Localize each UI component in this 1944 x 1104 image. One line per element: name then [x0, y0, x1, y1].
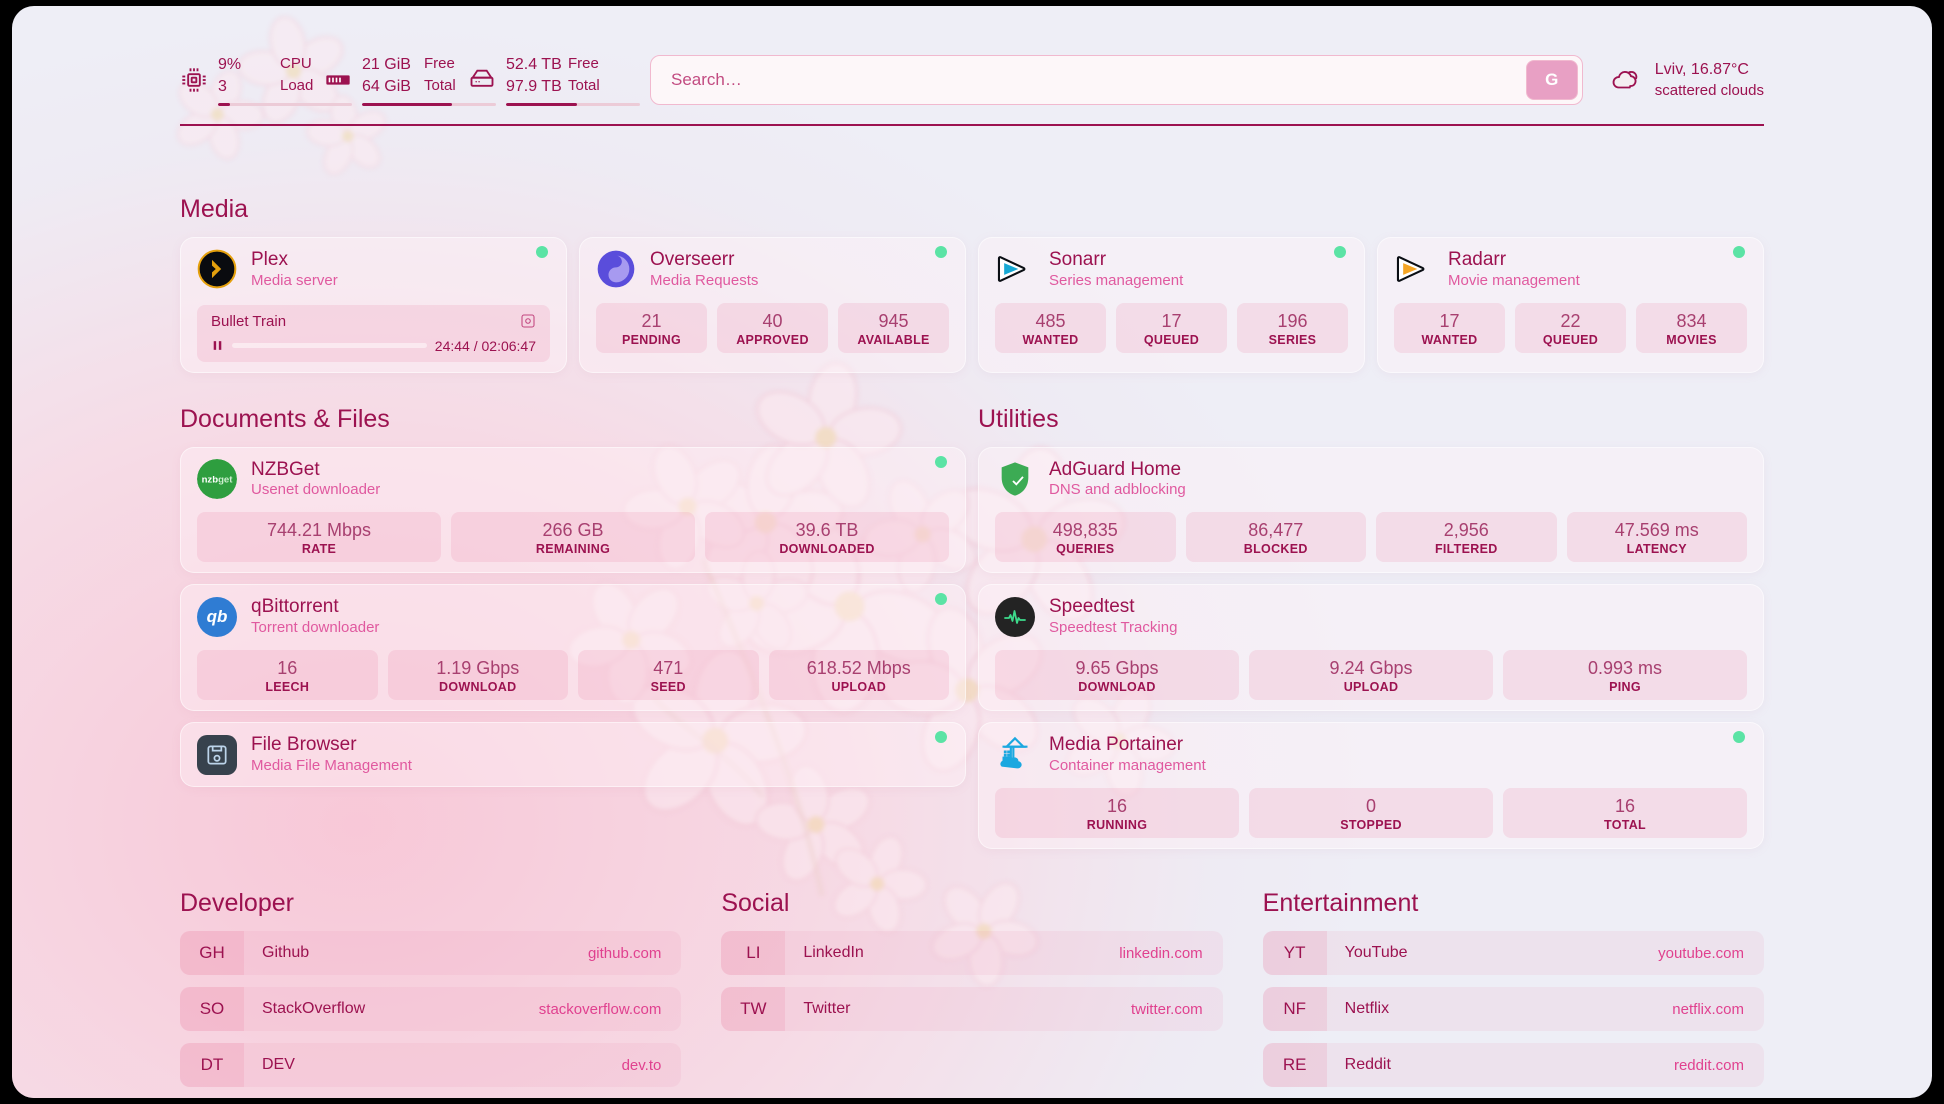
- svg-text:nzbget: nzbget: [202, 474, 234, 485]
